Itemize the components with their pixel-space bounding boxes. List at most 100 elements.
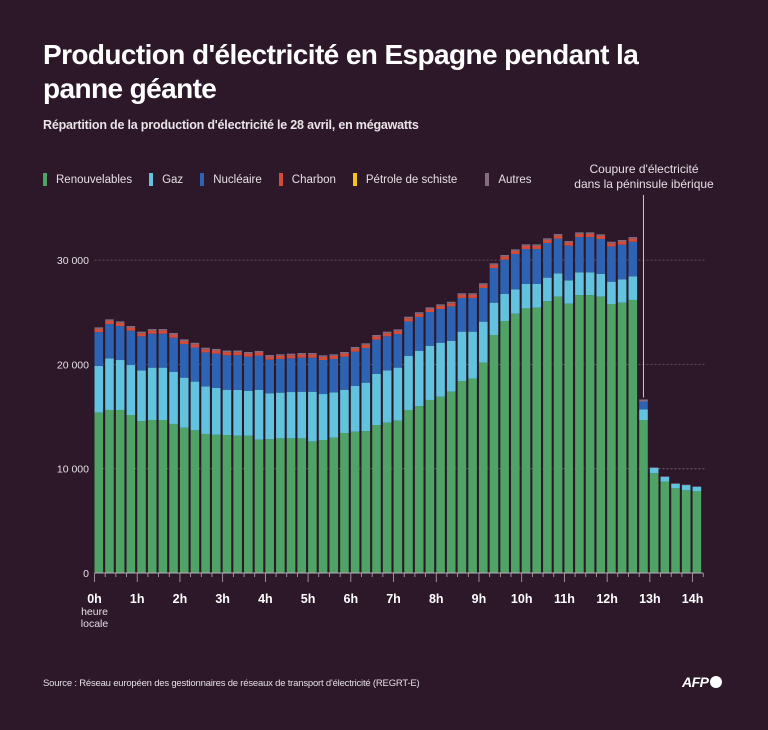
bar-segment-renouvelables [532,307,541,573]
x-tick-label: 7h [386,592,401,606]
bar-segment-renouvelables [393,420,403,573]
bar-segment-renouvelables [564,303,574,573]
bar-segment-autres [564,241,574,243]
bar-segment-charbon [201,349,210,353]
bar-segment-charbon [318,356,328,361]
legend-item-renouvelables: Renouvelables [43,173,132,186]
bar-segment-gaz [543,277,552,302]
bar-segment-gaz [126,365,136,415]
bar-segment-nucl-aire [382,336,392,371]
bar-segment-gaz [308,391,317,442]
bar-segment-autres [596,234,606,236]
bar-segment-renouvelables [553,296,563,573]
bar-segment-gaz [115,360,125,410]
bar-segment-autres [190,342,200,345]
bar-segment-gaz [575,272,584,296]
bar-segment-nucl-aire [404,321,413,356]
bar-segment-nucl-aire [372,339,381,374]
bar-segment-charbon [532,245,541,250]
x-tick-label: 1h [130,592,145,606]
bar-segment-charbon [94,328,104,333]
legend-label: Nucléaire [213,173,262,186]
bar-segment-nucl-aire [585,237,595,273]
bar-segment-renouvelables [211,434,221,573]
y-tick-label: 0 [83,568,89,580]
bar-segment-nucl-aire [276,358,285,393]
legend-swatch-autres [485,173,490,186]
bar-segment-nucl-aire [532,249,541,284]
y-tick-label: 30 000 [57,255,89,267]
bar-segment-nucl-aire [244,356,253,391]
bar-segment-nucl-aire [564,245,574,281]
legend-item-petrole-de-schiste: Pétrole de schiste [352,173,457,186]
bar-segment-renouvelables [190,430,200,573]
bar-segment-charbon [543,239,552,243]
bar-segment-nucl-aire [318,360,328,395]
bar-segment-nucl-aire [190,347,200,382]
x-tick-label: 11h [554,592,575,606]
bars [94,232,702,573]
bar-segment-nucl-aire [201,352,210,387]
bar-segment-nucl-aire [94,332,104,366]
bar-segment-renouvelables [468,378,477,573]
bar-segment-nucl-aire [233,355,242,390]
bar-segment-gaz [500,293,509,322]
legend-item-autres: Autres [485,173,532,186]
bar-segment-autres [585,232,595,234]
bar-segment-charbon [404,318,413,322]
bar-segment-gaz [276,392,285,439]
bar-segment-autres [468,293,477,295]
bar-segment-gaz [286,392,296,439]
x-tick-label: 0h [87,592,102,606]
bar-segment-autres [211,348,221,351]
bar-segment-gaz [201,386,210,434]
bar-segment-gaz [233,389,242,436]
legend-swatch-gaz [149,173,154,186]
bar-segment-gaz [404,355,413,410]
bar-segment-charbon [126,327,136,331]
bar-segment-autres [382,331,392,334]
bar-segment-nucl-aire [179,344,189,378]
legend-swatch-renouvelables [43,173,47,186]
bar-segment-gaz [147,367,157,420]
bar-segment-gaz [340,389,349,434]
bar-segment-renouvelables [147,419,157,573]
bar-segment-renouvelables [308,441,317,573]
bar-segment-nucl-aire [329,358,339,393]
bar-segment-gaz [521,283,531,309]
bar-segment-charbon [511,250,520,255]
bar-segment-charbon [276,355,285,359]
bar-segment-charbon [137,333,146,337]
bar-segment-renouvelables [681,490,691,573]
bar-segment-autres [532,244,541,246]
bar-segment-renouvelables [446,391,456,573]
bar-segment-nucl-aire [478,287,488,322]
bar-segment-autres [660,476,670,477]
x-tick-label: 2h [173,592,188,606]
bar-segment-nucl-aire [511,254,520,290]
bar-segment-gaz [211,387,221,435]
bar-segment-renouvelables [671,488,680,573]
bar-segment-charbon [521,245,531,250]
x-tick-label: 10h [511,592,533,606]
bar-segment-autres [393,329,403,331]
bar-segment-charbon [457,294,467,298]
bar-segment-renouvelables [94,412,104,573]
x-tick-label: 4h [258,592,273,606]
y-tick-label: 10 000 [57,464,89,476]
bar-segment-gaz [137,370,146,422]
bar-segment-nucl-aire [457,297,467,332]
bar-segment-nucl-aire [553,238,563,274]
bar-segment-autres [543,238,552,240]
bar-segment-charbon [222,352,232,356]
bar-segment-gaz [372,373,381,425]
bar-segment-nucl-aire [126,330,136,366]
bar-segment-renouvelables [201,433,210,573]
bar-segment-autres [425,307,435,309]
bar-segment-gaz [628,276,638,300]
bar-segment-gaz [414,350,424,407]
bar-segment-gaz [681,485,691,491]
bar-segment-renouvelables [105,409,114,573]
bar-segment-autres [329,354,339,356]
bar-segment-autres [105,319,114,321]
